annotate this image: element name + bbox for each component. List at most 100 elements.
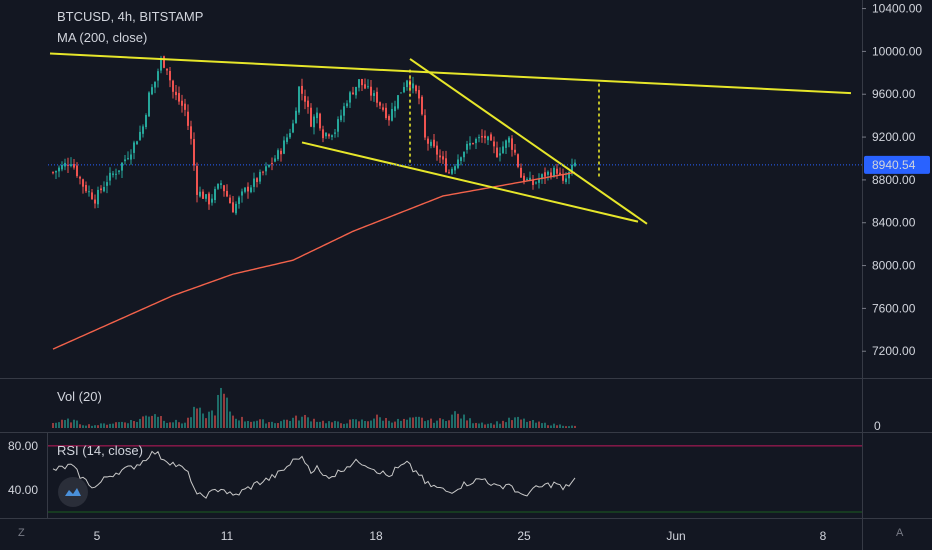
candle-body	[412, 83, 414, 89]
volume-bar	[118, 422, 120, 428]
candle-body	[88, 191, 90, 193]
candle-body	[136, 141, 138, 145]
volume-bar	[205, 418, 207, 428]
candle-body	[52, 172, 54, 174]
volume-bar	[115, 422, 117, 428]
volume-bar	[76, 420, 78, 428]
price-axis-tick-label: 9200.00	[872, 130, 916, 144]
candle-body	[364, 84, 366, 89]
candle-body	[211, 198, 213, 203]
volume-bar	[367, 421, 369, 428]
volume-bar	[238, 420, 240, 428]
candle-body	[76, 165, 78, 177]
volume-bar	[532, 419, 534, 428]
volume-bar	[484, 424, 486, 428]
volume-bar	[283, 419, 285, 428]
volume-bar	[460, 418, 462, 428]
candle-body	[238, 197, 240, 204]
candle-body	[250, 187, 252, 193]
candle-body	[379, 102, 381, 106]
volume-bar	[139, 418, 141, 428]
candle-body	[529, 177, 531, 181]
candle-body	[208, 193, 210, 205]
right-corner-button[interactable]: A	[896, 527, 904, 539]
volume-bar	[346, 423, 348, 428]
volume-bar	[523, 418, 525, 428]
candle-body	[340, 115, 342, 121]
tradingview-logo-icon[interactable]	[58, 477, 88, 507]
candle-body	[304, 95, 306, 102]
candle-body	[241, 191, 243, 196]
candle-body	[520, 167, 522, 178]
volume-bar	[388, 420, 390, 428]
candle-body	[472, 143, 474, 145]
volume-bar	[514, 417, 516, 428]
candle-body	[112, 173, 114, 175]
candle-body	[547, 171, 549, 175]
volume-bar	[193, 406, 195, 428]
candle-body	[346, 103, 348, 107]
volume-bar	[487, 423, 489, 428]
volume-bar	[439, 418, 441, 428]
candle-body	[568, 172, 570, 179]
volume-bar	[466, 420, 468, 428]
candle-body	[151, 87, 153, 95]
candle-body	[181, 100, 183, 106]
candle-body	[313, 116, 315, 128]
volume-bar	[64, 420, 66, 428]
candle-body	[85, 185, 87, 192]
price-axis-tick-label: 10000.00	[872, 44, 922, 58]
volume-bar	[337, 421, 339, 428]
volume-bar	[403, 418, 405, 428]
volume-bar	[496, 421, 498, 428]
candle-body	[106, 182, 108, 186]
candle-body	[430, 141, 432, 146]
candle-body	[481, 136, 483, 138]
candle-body	[475, 138, 477, 144]
candle-body	[97, 189, 99, 205]
volume-bar	[556, 425, 558, 428]
candle-body	[532, 179, 534, 185]
volume-bar	[349, 419, 351, 428]
candle-body	[496, 147, 498, 158]
volume-bar	[124, 422, 126, 428]
candle-body	[277, 150, 279, 160]
candle-body	[541, 174, 543, 179]
candle-body	[436, 145, 438, 155]
candle-body	[316, 112, 318, 119]
volume-bar	[307, 417, 309, 428]
candle-body	[439, 155, 441, 158]
candle-body	[388, 116, 390, 121]
candle-body	[157, 71, 159, 81]
candle-body	[538, 179, 540, 183]
volume-bar	[61, 419, 63, 428]
candle-body	[514, 149, 516, 153]
volume-pane-label: Vol (20)	[57, 389, 102, 404]
candle-body	[64, 162, 66, 167]
volume-bar	[217, 394, 219, 428]
volume-bar	[568, 426, 570, 428]
volume-bar	[130, 420, 132, 428]
candle-body	[382, 107, 384, 110]
candle-body	[397, 95, 399, 109]
volume-bar	[511, 420, 513, 428]
volume-bar	[424, 421, 426, 428]
candle-body	[109, 172, 111, 181]
candle-body	[127, 158, 129, 160]
candle-body	[70, 164, 72, 166]
volume-bar	[202, 413, 204, 428]
candle-body	[325, 132, 327, 137]
candle-body	[292, 123, 294, 133]
candle-body	[253, 178, 255, 187]
candle-body	[265, 166, 267, 172]
volume-bar	[181, 423, 183, 428]
candle-body	[226, 190, 228, 197]
candle-body	[343, 106, 345, 116]
rsi-axis-tick-label: 80.00	[8, 439, 38, 453]
left-corner-button[interactable]: Z	[18, 527, 25, 539]
candle-body	[394, 106, 396, 112]
candle-body	[427, 138, 429, 144]
candle-body	[418, 90, 420, 99]
